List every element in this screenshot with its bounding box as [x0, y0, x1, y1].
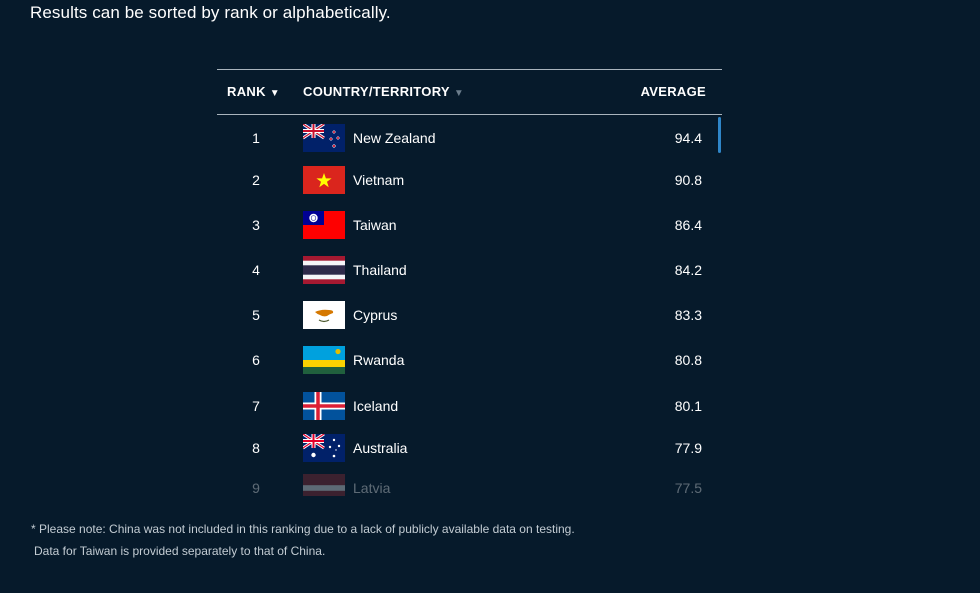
rank-cell: 2: [252, 172, 260, 188]
vietnam-flag-icon: [303, 166, 345, 194]
latvia-flag-icon: [303, 474, 345, 496]
footnotes: * Please note: China was not included in…: [31, 518, 575, 562]
rank-header-label: RANK: [227, 84, 266, 99]
country-header-label: COUNTRY/TERRITORY: [303, 84, 450, 99]
table-row: 5 Cyprus 83.3: [217, 301, 722, 331]
table-row: 7 Iceland 80.1: [217, 392, 722, 422]
table-header: RANK ▼ COUNTRY/TERRITORY ▼ AVERAGE: [217, 69, 722, 115]
average-cell: 84.2: [674, 262, 702, 278]
table-row: 8 Australia: [217, 434, 722, 464]
average-cell: 80.1: [674, 398, 702, 414]
country-cell: Taiwan: [353, 217, 397, 233]
footnote-taiwan: Data for Taiwan is provided separately t…: [34, 544, 326, 558]
sort-by-country-button[interactable]: COUNTRY/TERRITORY ▼: [303, 84, 464, 99]
rank-cell: 4: [252, 262, 260, 278]
rank-cell: 3: [252, 217, 260, 233]
australia-flag-icon: [303, 434, 345, 462]
country-cell: Latvia: [353, 480, 391, 496]
country-cell: Vietnam: [353, 172, 405, 188]
country-cell: Australia: [353, 440, 408, 456]
table-row: 6 Rwanda 80.8: [217, 346, 722, 376]
iceland-flag-icon: [303, 392, 345, 420]
sort-by-rank-button[interactable]: RANK ▼: [227, 84, 280, 99]
chevron-down-icon: ▼: [453, 88, 465, 99]
rwanda-flag-icon: [303, 346, 345, 374]
average-cell: 90.8: [674, 172, 702, 188]
rank-cell: 7: [252, 398, 260, 414]
country-cell: New Zealand: [353, 130, 436, 146]
table-row: 2 Vietnam 90.8: [217, 166, 722, 196]
rank-cell: 9: [252, 480, 260, 496]
cyprus-flag-icon: [303, 301, 345, 329]
country-cell: Rwanda: [353, 352, 405, 368]
intro-text: Results can be sorted by rank or alphabe…: [30, 3, 391, 22]
table-row: 9 Latvia 77.5: [217, 474, 722, 496]
average-cell: 83.3: [674, 307, 702, 323]
table-body[interactable]: 1 New Zealand 94.4: [217, 115, 722, 496]
rank-cell: 8: [252, 440, 260, 456]
rank-cell: 1: [252, 130, 260, 146]
table-row: 1 New Zealand 94.4: [217, 124, 722, 154]
rank-cell: 6: [252, 352, 260, 368]
rank-cell: 5: [252, 307, 260, 323]
average-header-label: AVERAGE: [640, 84, 706, 99]
taiwan-flag-icon: [303, 211, 345, 239]
table-row: 4 Thailand 84.2: [217, 256, 722, 286]
chevron-down-icon: ▼: [269, 88, 280, 99]
average-cell: 80.8: [674, 352, 702, 368]
average-cell: 77.9: [674, 440, 702, 456]
country-cell: Iceland: [353, 398, 399, 414]
country-cell: Cyprus: [353, 307, 398, 323]
average-cell: 86.4: [674, 217, 702, 233]
thailand-flag-icon: [303, 256, 345, 284]
footnote-china: * Please note: China was not included in…: [31, 522, 575, 536]
average-cell: 77.5: [674, 480, 702, 496]
table-scrollbar-thumb[interactable]: [718, 117, 721, 153]
country-cell: Thailand: [353, 262, 407, 278]
table-row: 3 Taiwan 86.4: [217, 211, 722, 241]
average-cell: 94.4: [674, 130, 702, 146]
ranking-table: RANK ▼ COUNTRY/TERRITORY ▼ AVERAGE 1: [217, 69, 722, 496]
new-zealand-flag-icon: [303, 124, 345, 152]
